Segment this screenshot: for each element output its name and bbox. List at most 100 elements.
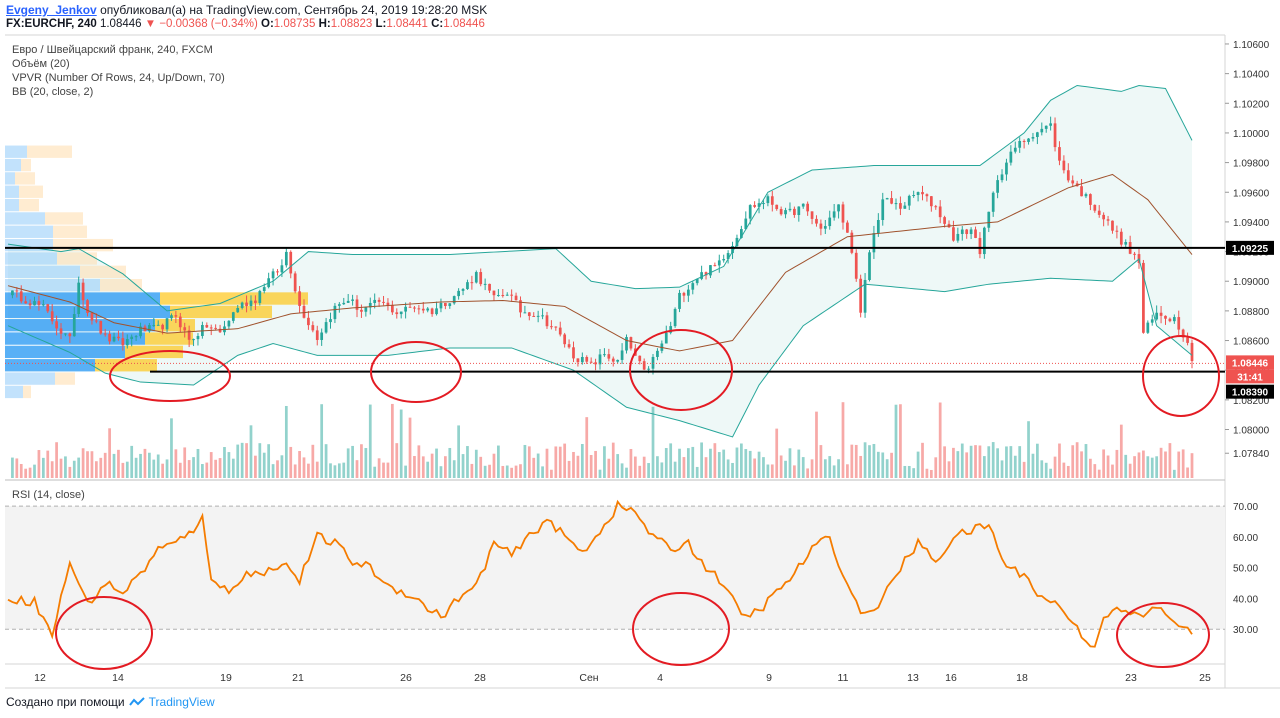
candle-body [19, 291, 23, 302]
author-link[interactable]: Evgeny_Jenkov [6, 3, 97, 17]
candle-body [1058, 147, 1061, 161]
volume-bar [594, 450, 597, 478]
candle-body [377, 299, 381, 302]
volume-bar [625, 467, 628, 478]
candle-body [1005, 162, 1008, 175]
volume-bar [651, 406, 655, 478]
candle-body [488, 283, 491, 291]
candle-body [810, 211, 814, 219]
volume-bar [686, 448, 690, 478]
volume-bar [576, 455, 580, 478]
candle-body [117, 336, 120, 339]
volume-bar [342, 462, 346, 478]
candle-body [81, 282, 85, 301]
candle-body [580, 357, 584, 363]
candle-body [417, 308, 421, 310]
candle-body [554, 326, 558, 328]
chart-canvas[interactable]: 1.10600 1.10400 1.10200 1.10000 1.09800 1.096… [0, 0, 1280, 690]
candle-body [876, 219, 880, 234]
volume-bar [1137, 452, 1141, 478]
footer: Создано при помощи TradingView [6, 695, 215, 709]
volume-bar [218, 458, 222, 478]
vpvr-up-bar [5, 385, 23, 399]
volume-bar [399, 409, 403, 478]
volume-bar [488, 464, 491, 478]
volume-bar [28, 467, 32, 478]
annotation-circle [370, 341, 462, 403]
volume-bar [19, 463, 23, 478]
candle-body [991, 192, 995, 212]
volume-bar [965, 452, 969, 478]
volume-bar [1022, 461, 1026, 478]
candle-body [916, 192, 920, 195]
candle-body [231, 312, 235, 321]
candle-body [497, 295, 500, 297]
candle-body [196, 335, 200, 340]
candle-body [408, 306, 412, 308]
volume-bar [1084, 444, 1088, 478]
candle-body [629, 337, 633, 349]
candle-body [757, 203, 761, 207]
volume-bar [505, 465, 509, 478]
candle-body [214, 327, 218, 329]
close-value: 1.08446 [443, 18, 485, 30]
candle-body [55, 321, 58, 329]
volume-bar [899, 404, 902, 478]
volume-bar [165, 459, 169, 478]
candle-body [695, 278, 699, 284]
volume-bar [929, 469, 933, 478]
candle-body [134, 336, 138, 338]
candle-body [90, 312, 94, 321]
candle-body [333, 305, 337, 320]
volume-bar [1049, 468, 1052, 478]
time-tick-label: 19 [220, 672, 232, 684]
volume-bar [664, 448, 668, 478]
volume-bar [267, 444, 271, 478]
countdown-badge-bg [1226, 369, 1274, 384]
candle-body [404, 306, 407, 312]
candle-body [240, 302, 244, 308]
volume-bar [1080, 451, 1083, 478]
candle-body [245, 302, 248, 307]
volume-bar [64, 456, 67, 478]
volume-bar [952, 447, 955, 478]
candle-body [731, 246, 734, 254]
footer-created-text: Создано при помощи [6, 695, 125, 709]
volume-bar [960, 443, 964, 478]
volume-bar [130, 445, 134, 478]
volume-bar [152, 459, 156, 478]
candle-body [801, 203, 805, 207]
volume-bar [841, 402, 845, 478]
volume-bar [731, 462, 734, 478]
candle-body [342, 302, 346, 305]
annotation-circle [632, 592, 730, 666]
time-tick-label: 25 [1199, 672, 1211, 684]
volume-bar [585, 417, 589, 478]
candle-body [470, 282, 474, 284]
candle-body [585, 357, 589, 362]
candle-body [64, 333, 67, 335]
volume-bar [435, 448, 438, 478]
volume-bar [850, 444, 854, 478]
candle-body [1177, 317, 1181, 330]
candle-body [505, 294, 509, 296]
volume-bar [24, 468, 28, 478]
vpvr-up-bar [5, 185, 19, 198]
candle-body [523, 312, 527, 314]
candle-body [536, 315, 540, 317]
open-value: 1.08735 [273, 18, 316, 30]
volume-bar [806, 468, 810, 478]
price-tick-label: 1.08800 [1233, 307, 1270, 318]
footer-brand-link[interactable]: TradingView [148, 695, 215, 709]
candle-body [33, 301, 36, 306]
volume-bar [351, 445, 354, 478]
candle-body [863, 279, 867, 313]
volume-bar [395, 443, 399, 478]
volume-bar [245, 443, 248, 478]
volume-bar [620, 463, 624, 478]
time-tick-label: 11 [838, 672, 849, 684]
candle-body [567, 344, 571, 348]
candle-body [828, 217, 832, 227]
candle-body [218, 328, 222, 333]
volume-bar [479, 456, 483, 478]
